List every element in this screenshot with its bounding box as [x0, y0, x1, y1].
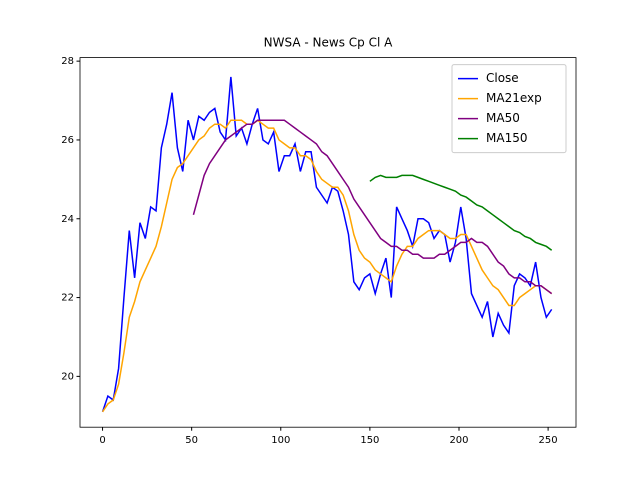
y-tick-label: 20	[61, 371, 74, 382]
x-tick-label: 250	[539, 435, 558, 446]
x-tick-label: 0	[99, 435, 105, 446]
legend-label: MA50	[486, 111, 520, 125]
series-line	[369, 174, 553, 251]
x-tick-label: 100	[271, 435, 290, 446]
legend-label: MA150	[486, 131, 527, 145]
y-tick-label: 28	[61, 56, 74, 67]
series-line	[101, 76, 553, 413]
series-line	[101, 119, 553, 413]
x-tick-label: 50	[185, 435, 198, 446]
y-tick-label: 24	[61, 214, 74, 225]
legend-label: Close	[486, 71, 519, 85]
legend-label: MA21exp	[486, 91, 542, 105]
y-tick-label: 26	[61, 135, 74, 146]
series-line	[192, 119, 553, 295]
x-tick-label: 150	[360, 435, 379, 446]
legend-box	[451, 64, 567, 154]
chart-title: NWSA - News Cp Cl A	[264, 36, 393, 50]
y-tick-label: 22	[61, 293, 74, 304]
plot-frame	[79, 57, 577, 428]
x-tick-label: 200	[449, 435, 468, 446]
